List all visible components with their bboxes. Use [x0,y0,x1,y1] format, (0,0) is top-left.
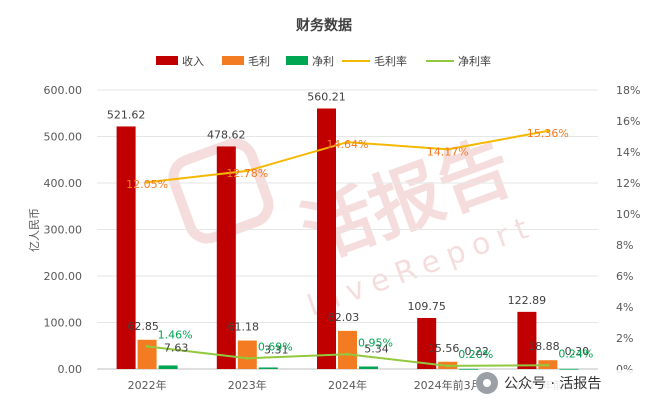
right-tick-label: 12% [616,177,640,190]
bar-value-label: 0.30 [565,345,590,358]
bar-净利 [559,368,579,370]
bar-毛利 [137,339,157,369]
left-tick-label: 500.00 [44,131,83,144]
legend-label: 收入 [182,54,204,68]
left-tick-label: 300.00 [44,224,83,237]
bar-value-label: 521.62 [107,108,146,121]
line-point-毛利率 [245,169,249,173]
rate-label: 0.20% [458,348,493,361]
bar-收入 [317,108,336,369]
left-tick-label: 100.00 [44,317,83,330]
rate-label: 0.95% [358,336,393,349]
bar-value-label: 5.34 [364,343,389,356]
legend-label: 毛利 [248,55,270,68]
bar-value-label: 122.89 [508,294,547,307]
legend-label: 净利率 [458,54,491,68]
right-tick-label: 4% [616,301,633,314]
legend-swatch [156,56,178,65]
rate-label: 14.17% [427,145,469,158]
line-point-毛利率 [145,180,149,184]
bar-毛利 [237,340,257,369]
wechat-icon [476,372,498,394]
bar-收入 [116,126,136,369]
right-tick-label: 16% [616,115,640,128]
left-tick-label: 0.00 [58,363,83,376]
right-tick-label: 18% [616,84,640,97]
bar-收入 [216,146,236,369]
bar-净利 [158,365,178,369]
right-axis: 0%2%4%6%8%10%12%14%16%18% [616,84,640,376]
category-label: 2023年 [228,378,267,392]
bar-value-label: 478.62 [207,128,246,141]
rate-label: 0.69% [258,340,293,353]
bars [116,108,579,370]
bar-净利 [459,368,479,370]
category-label: 2024年前3月 [414,378,482,392]
rate-label: 0.24% [558,347,593,360]
line-point-净利率 [346,352,349,356]
data-labels: 521.62 478.62 560.21 109.75 122.89 62.85 61.18… [107,91,594,361]
bar-净利 [258,367,278,369]
line-point-净利率 [446,364,450,368]
bar-value-label: 7.63 [164,341,189,354]
bar-收入 [517,311,537,369]
rate-label: 12.05% [126,178,168,191]
legend-swatch [222,56,244,65]
rate-label: 15.36% [527,127,569,140]
chart-title: 财务数据 [295,17,352,34]
line-point-毛利率 [346,140,349,144]
bar-value-label: 62.85 [127,320,159,333]
left-tick-label: 200.00 [44,270,83,283]
rate-label: 1.46% [158,328,193,341]
bar-value-label: 18.88 [528,340,560,353]
legend-label: 净利 [312,54,334,68]
legend: 收入 毛利 净利 毛利率 净利率 [156,54,491,68]
footer-channel: 公众号 · 活报告 [504,376,602,392]
legend-swatch [286,56,308,65]
right-tick-label: 6% [616,270,633,283]
line-point-净利率 [145,344,149,348]
bar-净利 [359,366,378,369]
legend-label: 毛利率 [374,54,407,68]
bar-毛利 [338,330,357,369]
rate-label: 12.78% [226,167,268,180]
right-tick-label: 10% [616,208,640,221]
bar-value-label: 15.56 [428,342,460,355]
left-tick-label: 600.00 [44,84,83,97]
lines [145,129,550,368]
line-point-净利率 [245,356,249,360]
right-tick-label: 2% [616,332,633,345]
line-point-净利率 [546,363,550,367]
y-axis-label: 亿人民币 [28,208,41,252]
bar-value-label: 0.22 [464,345,489,358]
bar-收入 [417,317,437,369]
bar-value-label: 61.18 [228,321,260,334]
line-point-毛利率 [446,147,450,151]
right-tick-label: 8% [616,239,633,252]
category-label: 2022年 [128,378,167,392]
bar-value-label: 109.75 [407,300,446,313]
right-tick-label: 14% [616,146,640,159]
line-point-毛利率 [546,129,550,133]
left-axis: 0.00 100.00 200.00 300.00 400.00 500.00 600.00 [44,84,83,376]
left-tick-label: 400.00 [44,177,83,190]
category-label: 2024年 [328,378,367,392]
bar-value-label: 82.03 [328,311,360,324]
bar-value-label: 3.31 [264,343,289,356]
rate-label: 14.64% [327,138,369,151]
footer: 公众号 · 活报告 [476,370,644,396]
bar-value-label: 560.21 [307,91,346,104]
